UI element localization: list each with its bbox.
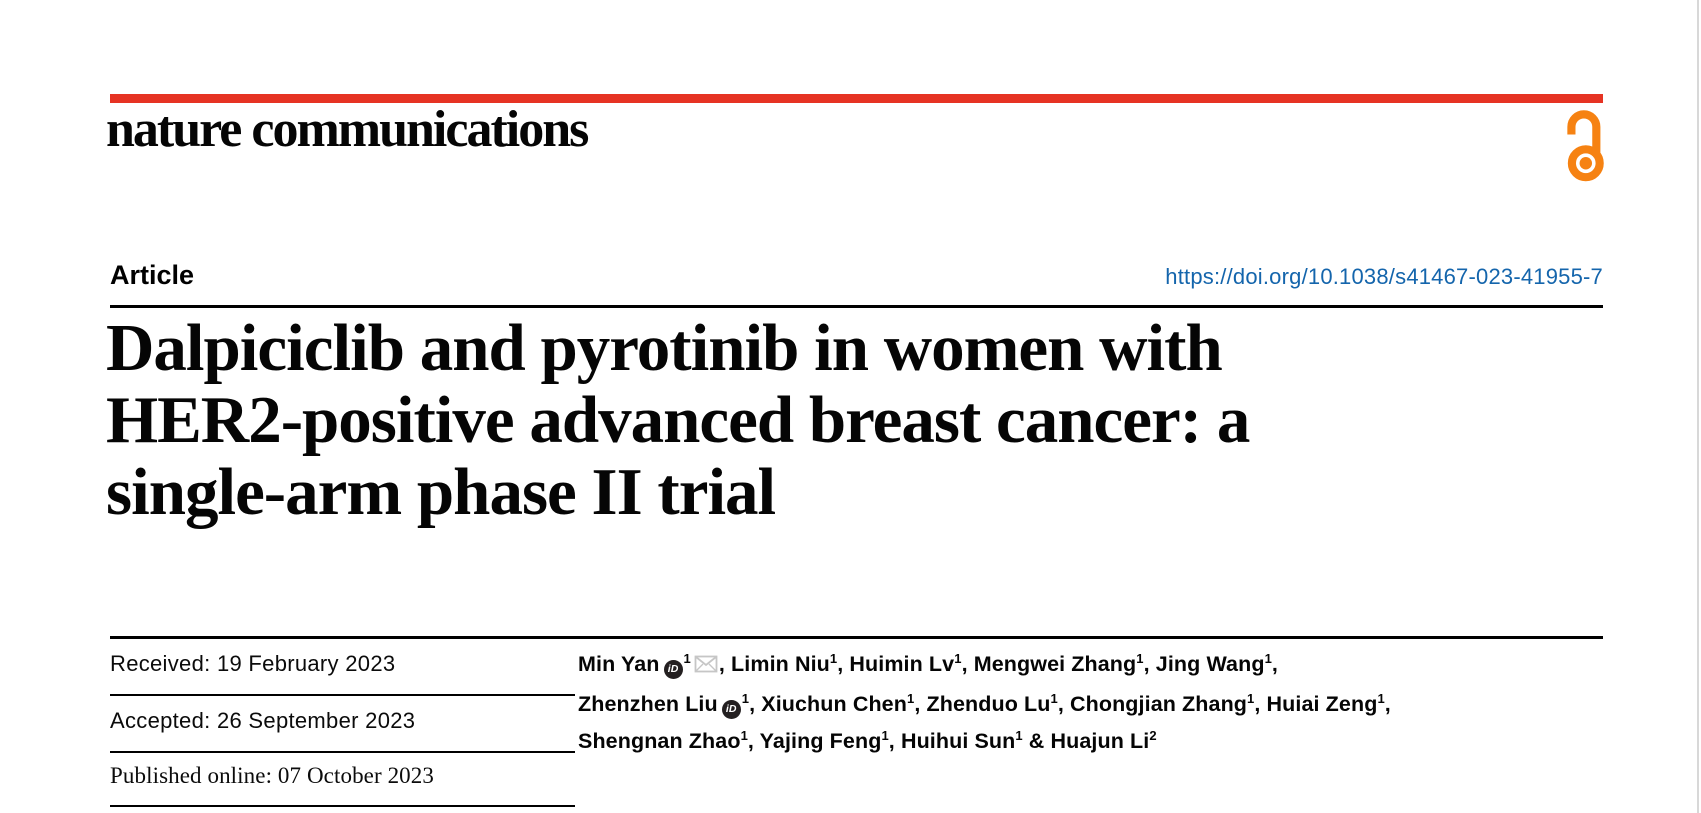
author-name: Min Yan <box>578 652 660 676</box>
published-date: Published online: 07 October 2023 <box>110 763 434 788</box>
author-name: Huimin Lv <box>849 652 955 676</box>
affiliation-superscript: 1 <box>906 690 915 706</box>
affiliation-superscript: 1 <box>881 727 889 743</box>
affiliation-superscript: 1 <box>1377 690 1385 706</box>
open-access-icon <box>1558 108 1604 189</box>
affiliation-superscript: 1 <box>1136 650 1144 666</box>
accepted-date: Accepted: 26 September 2023 <box>110 708 416 733</box>
author-line-3: Shengnan Zhao1, Yajing Feng1, Huihui Sun… <box>578 727 1157 753</box>
doi-link[interactable]: https://doi.org/10.1038/s41467-023-41955… <box>1165 264 1603 289</box>
author-name: Huihui Sun <box>900 729 1016 753</box>
date-divider <box>110 751 575 753</box>
affiliation-superscript: 1 <box>741 690 750 706</box>
affiliation-superscript: 1 <box>954 650 962 666</box>
affiliation-superscript: 1 <box>1247 690 1255 706</box>
article-title: Dalpiciclib and pyrotinib in women with … <box>106 312 1606 528</box>
affiliation-superscript: 1 <box>683 650 691 666</box>
author-name: Zhenduo Lu <box>926 691 1051 716</box>
article-header-row: Article https://doi.org/10.1038/s41467-0… <box>110 260 1603 291</box>
article-kicker: Article <box>110 260 195 290</box>
author-name: Huajun Li <box>1050 729 1150 753</box>
date-divider <box>110 694 575 696</box>
author-line-2: Zhenzhen Liu iD1, Xiuchun Chen1, Zhenduo … <box>578 686 1613 724</box>
author-line-1: Min Yan iD1, Limin Niu1, Huimin Lv1, Meng… <box>578 646 1613 686</box>
author-name: Chongjian Zhang <box>1069 691 1248 716</box>
received-date: Received: 19 February 2023 <box>110 651 396 676</box>
author-name: Limin Niu <box>731 652 830 676</box>
author-name: Zhenzhen Liu <box>578 691 718 716</box>
author-name: Yajing Feng <box>759 729 882 753</box>
title-line-3: single-arm phase II trial <box>106 455 776 529</box>
journal-logo: nature communications <box>106 101 589 158</box>
author-name: Xiuchun Chen <box>761 691 907 716</box>
author-name: Mengwei Zhang <box>973 652 1137 676</box>
header-rule <box>110 305 1603 308</box>
date-divider <box>110 805 575 807</box>
author-name: Jing Wang <box>1155 652 1265 676</box>
section-rule <box>110 636 1603 639</box>
affiliation-superscript: 2 <box>1149 727 1157 743</box>
title-line-1: Dalpiciclib and pyrotinib in women with <box>106 311 1223 385</box>
affiliation-superscript: 1 <box>829 650 838 666</box>
author-name: Shengnan Zhao <box>578 729 741 753</box>
masthead-red-bar <box>110 94 1603 103</box>
affiliation-superscript: 1 <box>1050 690 1058 706</box>
affiliation-superscript: 1 <box>1264 650 1272 666</box>
author-name: Huiai Zeng <box>1266 691 1378 716</box>
author-list: Min Yan iD1, Limin Niu1, Huimin Lv1, Meng… <box>578 646 1613 761</box>
email-icon[interactable] <box>694 648 718 686</box>
affiliation-superscript: 1 <box>1015 727 1023 743</box>
page-edge-divider <box>1697 0 1699 813</box>
orcid-icon[interactable]: iD <box>663 660 683 679</box>
title-line-2: HER2-positive advanced breast cancer: a <box>106 383 1250 457</box>
affiliation-superscript: 1 <box>740 727 748 743</box>
orcid-icon[interactable]: iD <box>721 699 741 719</box>
